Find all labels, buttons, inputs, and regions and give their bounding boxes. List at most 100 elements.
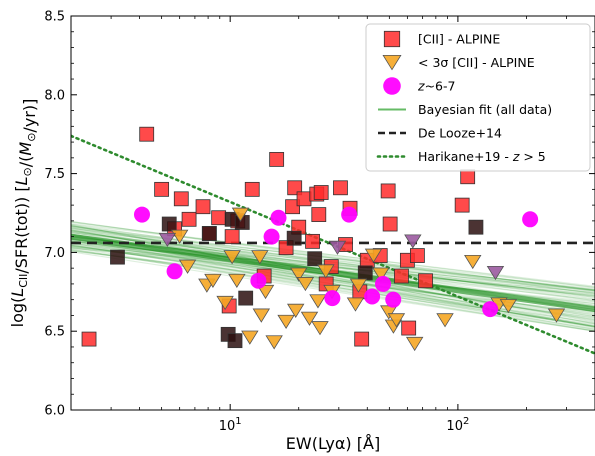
data-point	[227, 333, 243, 349]
data-point	[354, 331, 370, 347]
data-point	[195, 199, 211, 215]
data-point	[482, 301, 499, 318]
data-point	[364, 288, 381, 305]
data-point	[290, 267, 308, 282]
data-point	[380, 183, 396, 199]
data-point	[418, 273, 433, 289]
data-point	[110, 249, 125, 265]
bayesian-fit-sample	[71, 227, 595, 288]
legend-label: z~6-7	[417, 79, 455, 94]
data-point	[305, 233, 320, 249]
legend-label: [CII] - ALPINE	[418, 32, 500, 47]
data-point	[468, 219, 484, 235]
data-point	[269, 152, 285, 167]
data-point	[178, 259, 197, 274]
data-point	[270, 209, 287, 226]
legend-label: De Looze+14	[418, 126, 502, 141]
data-point	[394, 268, 409, 284]
data-point	[499, 299, 518, 314]
data-point	[307, 251, 323, 267]
data-point	[154, 181, 170, 197]
data-point	[405, 336, 424, 352]
bayesian-fit-sample	[71, 225, 595, 292]
data-point	[256, 284, 275, 300]
data-point	[464, 254, 482, 270]
data-point	[460, 169, 476, 185]
data-point	[382, 216, 398, 232]
legend-swatch	[383, 30, 401, 48]
x-tick-label: 101	[219, 416, 242, 434]
legend: [CII] - ALPINE < 3σ [CII] - ALPINE z~6-7 Ba…	[365, 23, 591, 172]
data-point	[300, 311, 319, 326]
data-point	[285, 199, 301, 215]
data-point	[409, 248, 425, 263]
data-point	[231, 207, 250, 222]
data-point	[296, 191, 312, 207]
data-point	[161, 216, 177, 232]
data-point	[252, 308, 271, 323]
data-point	[311, 207, 327, 222]
bayesian-fit-sample	[71, 221, 595, 292]
y-tick-label: 8.0	[44, 88, 65, 103]
data-point	[173, 191, 189, 207]
data-point	[317, 264, 335, 279]
data-point	[158, 232, 177, 248]
data-point	[296, 277, 315, 292]
bayesian-fit-sample	[71, 226, 595, 291]
data-point	[349, 278, 368, 293]
data-point	[238, 290, 254, 306]
data-point	[309, 294, 327, 309]
y-tick-label: 7.5	[44, 167, 65, 182]
legend-label: < 3σ [CII] - ALPINE	[418, 55, 535, 70]
data-point	[341, 206, 358, 223]
data-point	[385, 291, 402, 308]
bayesian-fit-sample	[71, 223, 595, 287]
data-point	[454, 197, 470, 213]
data-point	[547, 308, 566, 323]
data-point	[265, 335, 283, 350]
bayesian-fit-sample	[71, 221, 595, 289]
data-point	[133, 206, 150, 223]
data-point	[204, 273, 222, 289]
data-point	[139, 126, 155, 142]
data-point	[286, 230, 302, 246]
data-point	[81, 331, 97, 347]
data-point	[311, 321, 329, 336]
data-points	[81, 126, 566, 352]
data-point	[166, 263, 183, 280]
data-point	[328, 240, 347, 255]
data-point	[263, 228, 280, 245]
data-point	[522, 211, 539, 228]
data-point	[486, 265, 505, 281]
data-point	[286, 303, 305, 318]
y-tick-label: 6.5	[44, 325, 65, 340]
data-point	[313, 185, 329, 200]
data-point	[241, 330, 259, 345]
data-point	[181, 211, 197, 227]
x-axis-title: EW(Lyα) [Å]	[286, 434, 380, 453]
data-point	[277, 314, 295, 330]
y-tick-label: 7.0	[44, 246, 65, 261]
bayesian-fit-sample	[71, 220, 595, 295]
data-point	[436, 313, 454, 328]
data-point	[223, 250, 241, 265]
data-point	[333, 180, 348, 196]
data-point	[404, 234, 422, 249]
legend-label: Bayesian fit (all data)	[418, 102, 552, 117]
data-point	[401, 320, 417, 336]
legend-label: Harikane+19 - z > 5	[418, 149, 546, 164]
axes: 6.0 6.5 7.0 7.5 8.0 8.5 101 102	[44, 10, 595, 434]
data-point	[375, 275, 392, 292]
x-tick-label: 102	[446, 416, 469, 434]
data-point	[244, 181, 260, 197]
y-axis-title: log(LCII/SFR(tot)) [L⊙/(M⊙/yr)]	[8, 99, 39, 328]
plot-frame	[70, 15, 595, 411]
legend-swatch	[382, 54, 402, 71]
data-point	[251, 250, 269, 265]
data-point	[250, 272, 267, 289]
data-point	[228, 273, 246, 289]
data-point	[324, 290, 341, 307]
data-point	[387, 313, 406, 328]
data-point	[357, 265, 373, 281]
